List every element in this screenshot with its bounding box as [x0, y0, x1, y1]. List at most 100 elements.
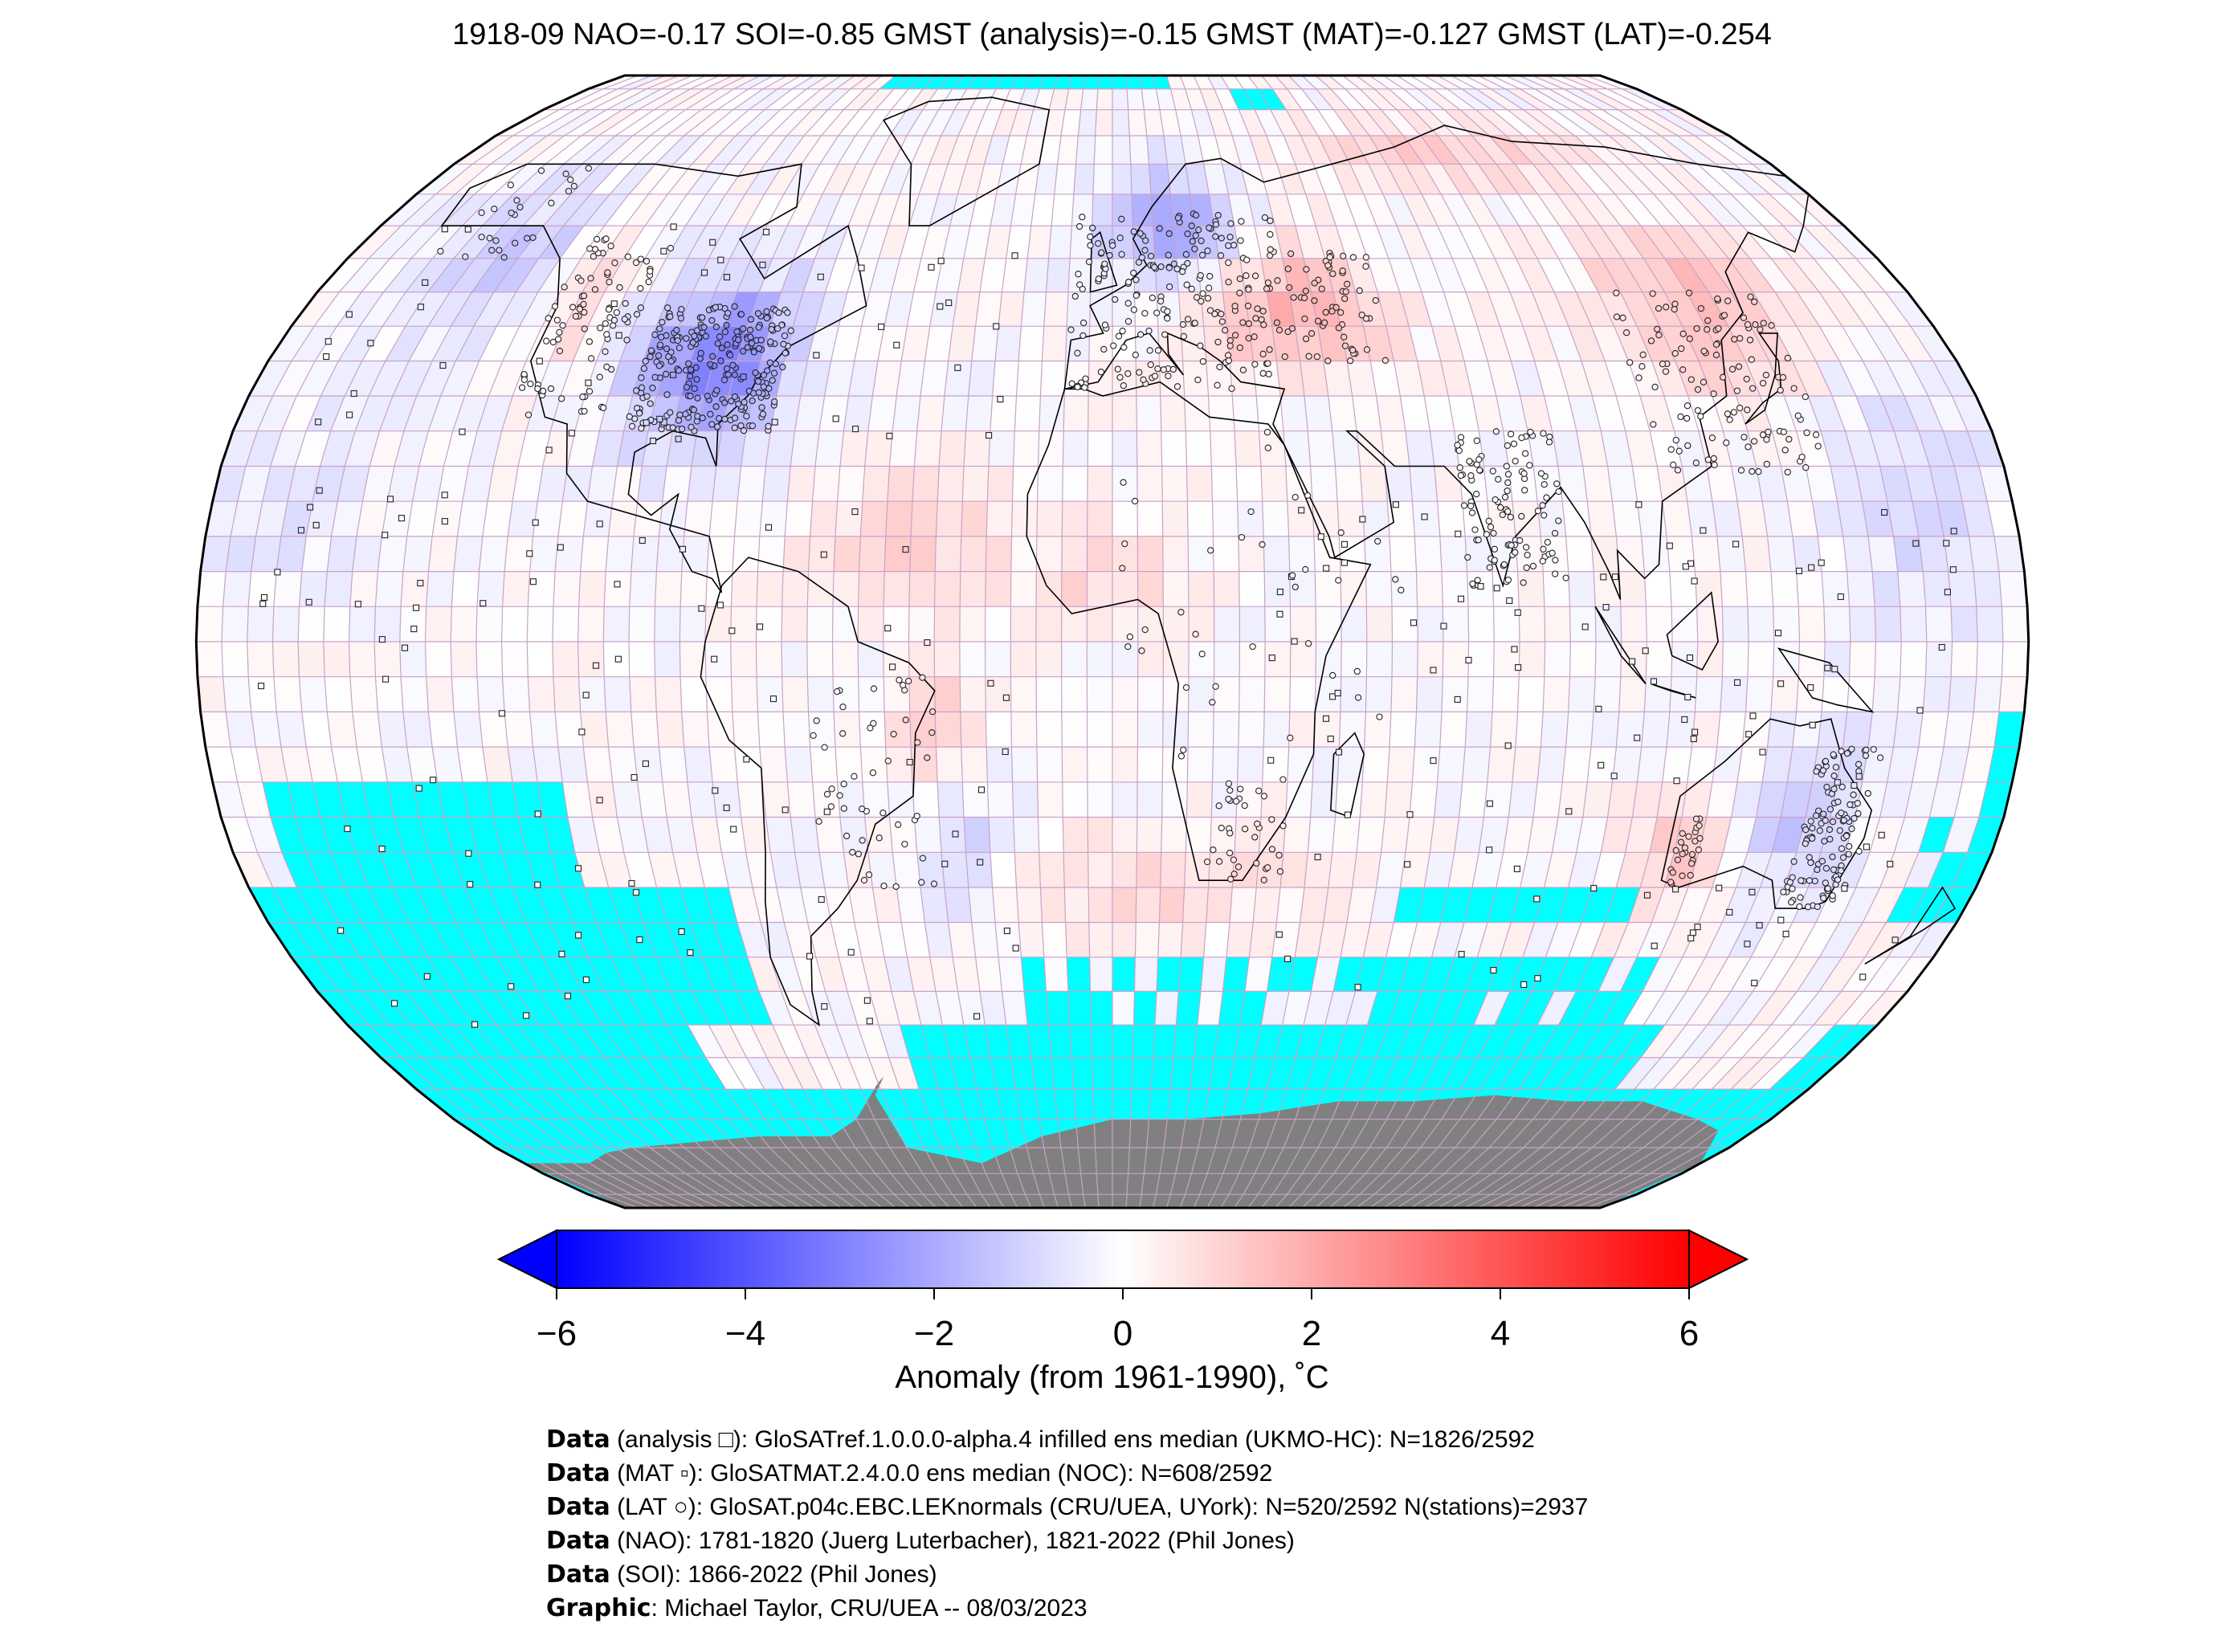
- anomaly-cell: [1280, 852, 1308, 887]
- anomaly-cell: [1466, 292, 1500, 327]
- anomaly-cell: [1304, 852, 1332, 887]
- anomaly-cell: [1534, 361, 1569, 396]
- anomaly-cell: [604, 258, 645, 292]
- colorbar-tick-label: 2: [1301, 1314, 1322, 1353]
- anomaly-cell: [1699, 887, 1736, 923]
- anomaly-cell: [756, 642, 782, 677]
- anomaly-cell: [1302, 109, 1336, 136]
- anomaly-cell: [1787, 747, 1818, 782]
- anomaly-cell: [1464, 75, 1506, 89]
- anomaly-cell: [1576, 194, 1621, 226]
- anomaly-cell: [567, 430, 600, 467]
- anomaly-cell: [1239, 676, 1265, 712]
- anomaly-cell: [1232, 136, 1259, 165]
- anomaly-cell: [810, 501, 838, 536]
- anomaly-cell: [1518, 194, 1560, 226]
- anomaly-cell: [1222, 164, 1248, 194]
- anomaly-cell: [1035, 642, 1062, 677]
- anomaly-cell: [298, 606, 325, 642]
- anomaly-cell: [996, 164, 1022, 194]
- anomaly-cell: [1798, 606, 1826, 642]
- anomaly-cell: [1387, 501, 1415, 536]
- anomaly-cell: [1708, 957, 1752, 992]
- anomaly-cell: [450, 258, 496, 292]
- anomaly-cell: [1503, 430, 1534, 467]
- anomaly-cell: [1699, 817, 1732, 853]
- anomaly-cell: [745, 852, 777, 887]
- anomaly-cell: [765, 136, 805, 165]
- anomaly-cell: [679, 292, 715, 327]
- anomaly-cell: [667, 817, 697, 853]
- anomaly-cell: [1798, 642, 1826, 677]
- anomaly-cell: [685, 88, 734, 110]
- anomaly-cell: [1875, 642, 1902, 677]
- anomaly-cell: [1816, 361, 1856, 396]
- anomaly-cell: [1618, 571, 1647, 607]
- anomaly-cell: [1286, 194, 1316, 226]
- anomaly-cell: [606, 88, 661, 110]
- anomaly-cell: [1249, 922, 1277, 957]
- anomaly-cell: [1434, 466, 1463, 502]
- anomaly-cell: [819, 136, 855, 165]
- anomaly-cell: [482, 747, 513, 782]
- anomaly-cell: [557, 501, 588, 536]
- anomaly-cell: [583, 501, 613, 536]
- anomaly-cell: [887, 781, 915, 818]
- anomaly-cell: [1574, 136, 1625, 165]
- anomaly-cell: [662, 466, 692, 502]
- anomaly-cell: [387, 466, 419, 502]
- anomaly-cell: [1707, 991, 1753, 1026]
- anomaly-cell: [1230, 887, 1257, 923]
- anomaly-cell: [610, 292, 649, 327]
- anomaly-cell: [1061, 676, 1088, 712]
- anomaly-cell: [1634, 194, 1682, 226]
- anomaly-cell: [1534, 88, 1587, 110]
- anomaly-cell: [276, 536, 307, 572]
- anomaly-cell: [1080, 88, 1098, 110]
- anomaly-cell: [1262, 747, 1289, 782]
- anomaly-cell: [705, 642, 732, 677]
- anomaly-cell: [977, 164, 1003, 194]
- anomaly-cell: [705, 606, 732, 642]
- anomaly-cell: [716, 88, 763, 110]
- anomaly-cell: [654, 642, 681, 677]
- anomaly-cell: [1087, 536, 1112, 572]
- anomaly-cell: [1043, 109, 1065, 136]
- anomaly-cell: [988, 817, 1015, 853]
- anomaly-cell: [1745, 571, 1773, 607]
- anomaly-cell: [493, 430, 526, 467]
- anomaly-cell: [337, 466, 370, 502]
- anomaly-cell: [757, 571, 783, 607]
- anomaly-cell: [1532, 164, 1577, 194]
- anomaly-cell: [867, 852, 897, 887]
- anomaly-cell: [1462, 747, 1491, 782]
- anomaly-cell: [1313, 164, 1345, 194]
- anomaly-cell: [1063, 430, 1088, 467]
- anomaly-cell: [667, 164, 711, 194]
- anomaly-cell: [604, 571, 631, 607]
- anomaly-cell: [1568, 922, 1606, 957]
- anomaly-cell: [1887, 747, 1919, 782]
- anomaly-cell: [1283, 817, 1311, 853]
- anomaly-cell: [934, 642, 961, 677]
- colorbar-tick-label: −4: [724, 1314, 766, 1353]
- anomaly-cell: [1234, 817, 1261, 853]
- anomaly-cell: [749, 88, 793, 110]
- anomaly-cell: [1551, 164, 1596, 194]
- anomaly-cell: [1512, 501, 1541, 536]
- anomaly-cell: [590, 164, 637, 194]
- anomaly-cell: [1620, 606, 1647, 642]
- anomaly-cell: [1543, 571, 1570, 607]
- anomaly-cell: [896, 361, 925, 396]
- anomaly-cell: [1161, 817, 1187, 853]
- anomaly-cell: [785, 747, 813, 782]
- anomaly-cell: [1430, 430, 1459, 467]
- anomaly-cell: [980, 991, 1006, 1026]
- anomaly-cell: [1385, 781, 1413, 818]
- anomaly-cell: [1416, 676, 1443, 712]
- anomaly-cell: [464, 361, 503, 396]
- anomaly-cell: [1925, 642, 1953, 677]
- anomaly-cell: [708, 1025, 747, 1058]
- anomaly-cell: [631, 75, 679, 89]
- anomaly-cell: [1472, 852, 1504, 887]
